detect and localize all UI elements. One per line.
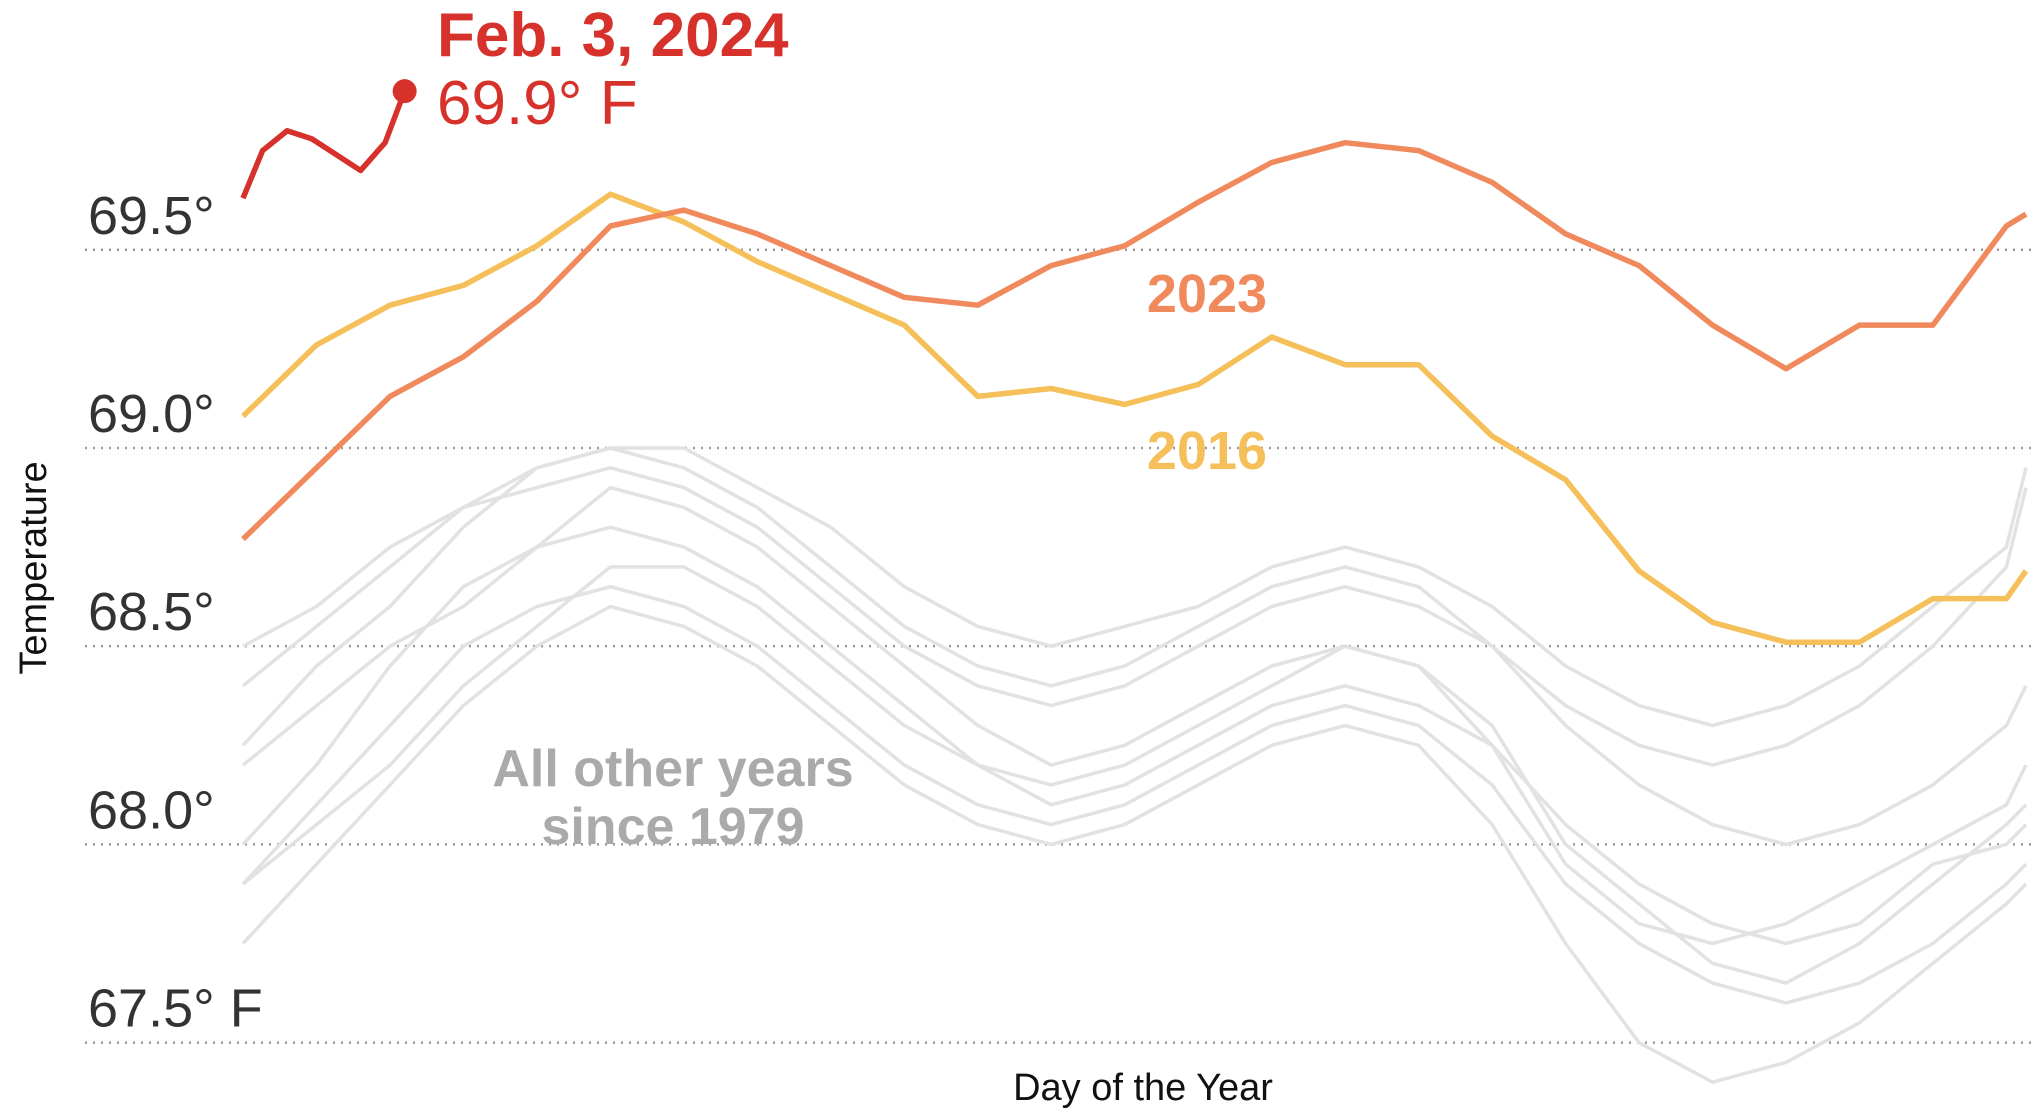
other-year-line bbox=[241, 584, 2028, 1005]
other-year-line bbox=[241, 525, 2028, 946]
year-line bbox=[240, 90, 408, 200]
y-tick-label: 68.5° bbox=[88, 582, 215, 642]
series-label: 2016 bbox=[1147, 421, 1267, 481]
other-year-line bbox=[241, 565, 2028, 946]
y-tick-label: 67.5° F bbox=[88, 979, 263, 1039]
other-years bbox=[241, 446, 2028, 1084]
x-axis-label: Day of the Year bbox=[1013, 1067, 1273, 1109]
other-year-line bbox=[241, 466, 2028, 767]
other-year-line bbox=[242, 446, 2028, 728]
other-years-label: since 1979 bbox=[541, 798, 804, 856]
date-label: Feb. 3, 2024 bbox=[437, 1, 789, 70]
grid bbox=[85, 248, 2034, 1044]
year-line bbox=[241, 191, 2029, 645]
other-years-label: All other years bbox=[492, 740, 853, 798]
labels: Day of the Year Temperature 69.5° 69.0° 68… bbox=[13, 1, 1273, 1109]
series-label: 2023 bbox=[1147, 264, 1267, 324]
value-label: 69.9° F bbox=[437, 69, 638, 138]
other-year-line bbox=[241, 485, 2028, 985]
highlight-years bbox=[240, 79, 2029, 645]
end-point bbox=[392, 79, 417, 104]
year-line bbox=[241, 139, 2028, 542]
y-tick-label: 69.0° bbox=[88, 384, 215, 444]
y-axis-label: Temperature bbox=[13, 461, 55, 674]
y-tick-label: 69.5° bbox=[88, 186, 215, 246]
y-tick-label: 68.0° bbox=[88, 780, 215, 840]
other-year-line bbox=[241, 604, 2028, 1084]
